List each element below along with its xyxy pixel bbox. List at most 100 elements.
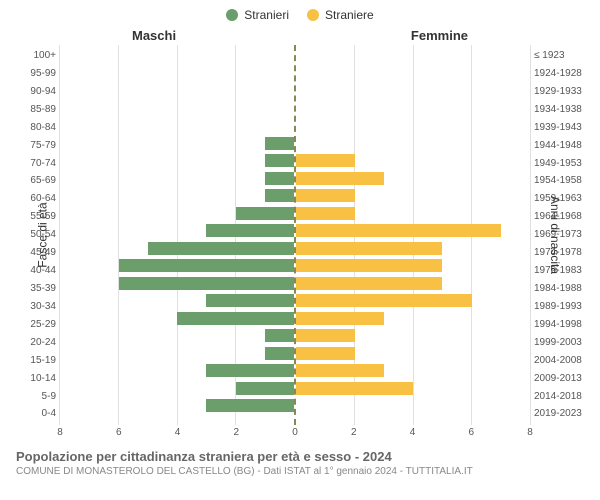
- bar-row-male: [60, 292, 294, 310]
- bar-row-female: [296, 345, 530, 363]
- age-tick: 0-4: [12, 405, 60, 423]
- bar-male: [265, 137, 294, 150]
- panel-header-male: Maschi: [132, 28, 176, 43]
- bar-row-male: [60, 240, 294, 258]
- bar-row-male: [60, 222, 294, 240]
- birth-tick: 1994-1998: [530, 316, 588, 334]
- bar-row-female: [296, 47, 530, 65]
- bar-female: [296, 259, 442, 272]
- bar-male: [236, 382, 295, 395]
- bar-row-male: [60, 362, 294, 380]
- bar-male: [119, 259, 295, 272]
- bar-male: [206, 224, 294, 237]
- bar-female: [296, 329, 355, 342]
- birth-tick: 2019-2023: [530, 405, 588, 423]
- bar-male: [265, 154, 294, 167]
- x-tick: 8: [527, 427, 533, 438]
- x-tick: 2: [233, 427, 239, 438]
- bar-row-female: [296, 205, 530, 223]
- bar-row-female: [296, 380, 530, 398]
- chart-title: Popolazione per cittadinanza straniera p…: [16, 449, 584, 464]
- bar-row-female: [296, 397, 530, 415]
- birth-tick: 1934-1938: [530, 101, 588, 119]
- bar-row-female: [296, 362, 530, 380]
- bar-row-female: [296, 310, 530, 328]
- center-line: [294, 45, 296, 425]
- age-tick: 100+: [12, 47, 60, 65]
- bar-female: [296, 347, 355, 360]
- birth-tick: 1929-1933: [530, 83, 588, 101]
- bar-male: [206, 294, 294, 307]
- bar-female: [296, 294, 472, 307]
- bar-male: [265, 189, 294, 202]
- age-tick: 90-94: [12, 83, 60, 101]
- bar-row-female: [296, 152, 530, 170]
- y-axis-label-left: Fasce di età: [36, 202, 50, 267]
- bar-female: [296, 364, 384, 377]
- age-tick: 75-79: [12, 137, 60, 155]
- x-axis-right: 2468: [295, 427, 530, 443]
- legend-swatch-male: [226, 9, 238, 21]
- pyramid-chart: Stranieri Straniere Maschi Femmine . Fas…: [0, 0, 600, 500]
- bar-row-female: [296, 187, 530, 205]
- panel-headers: Maschi Femmine .: [12, 28, 588, 43]
- bar-row-male: [60, 170, 294, 188]
- bar-male: [206, 364, 294, 377]
- bar-row-male: [60, 345, 294, 363]
- age-tick: 25-29: [12, 316, 60, 334]
- age-tick: 35-39: [12, 280, 60, 298]
- bar-row-female: [296, 117, 530, 135]
- birth-tick: 1984-1988: [530, 280, 588, 298]
- bar-row-male: [60, 310, 294, 328]
- bar-row-female: [296, 222, 530, 240]
- x-axis: 02468 2468: [12, 427, 588, 443]
- age-tick: 15-19: [12, 352, 60, 370]
- x-tick: 4: [410, 427, 416, 438]
- bars-male: [60, 45, 294, 425]
- bar-female: [296, 154, 355, 167]
- age-tick: 5-9: [12, 388, 60, 406]
- bar-row-male: [60, 135, 294, 153]
- bar-row-female: [296, 240, 530, 258]
- x-tick: 6: [468, 427, 474, 438]
- bar-row-male: [60, 275, 294, 293]
- age-tick: 70-74: [12, 155, 60, 173]
- bar-row-male: [60, 257, 294, 275]
- birth-tick: 1954-1958: [530, 172, 588, 190]
- x-tick: 8: [57, 427, 63, 438]
- age-tick: 65-69: [12, 172, 60, 190]
- birth-tick: ≤ 1923: [530, 47, 588, 65]
- bar-row-male: [60, 82, 294, 100]
- legend-label-female: Straniere: [325, 8, 374, 22]
- y-axis-label-right: Anni di nascita: [548, 196, 562, 274]
- birth-tick: 2004-2008: [530, 352, 588, 370]
- panel-header-female: Femmine: [411, 28, 468, 43]
- bar-row-female: [296, 82, 530, 100]
- chart-subtitle: COMUNE DI MONASTEROLO DEL CASTELLO (BG) …: [16, 466, 584, 477]
- bar-row-female: [296, 327, 530, 345]
- bar-female: [296, 382, 413, 395]
- bar-row-male: [60, 327, 294, 345]
- bar-female: [296, 312, 384, 325]
- bars-area: [60, 45, 530, 425]
- birth-tick: 1944-1948: [530, 137, 588, 155]
- bar-row-male: [60, 187, 294, 205]
- age-tick: 85-89: [12, 101, 60, 119]
- bar-female: [296, 277, 442, 290]
- bar-male: [206, 399, 294, 412]
- legend-item-female: Straniere: [307, 8, 374, 22]
- bar-male: [236, 207, 295, 220]
- bar-female: [296, 224, 501, 237]
- bar-row-male: [60, 65, 294, 83]
- bar-male: [265, 329, 294, 342]
- bar-row-male: [60, 100, 294, 118]
- age-tick: 80-84: [12, 119, 60, 137]
- chart-footer: Popolazione per cittadinanza straniera p…: [12, 449, 588, 477]
- bar-row-female: [296, 275, 530, 293]
- bar-row-female: [296, 170, 530, 188]
- birth-tick: 1949-1953: [530, 155, 588, 173]
- bar-row-female: [296, 65, 530, 83]
- bar-row-male: [60, 380, 294, 398]
- x-tick: 6: [116, 427, 122, 438]
- bar-male: [265, 347, 294, 360]
